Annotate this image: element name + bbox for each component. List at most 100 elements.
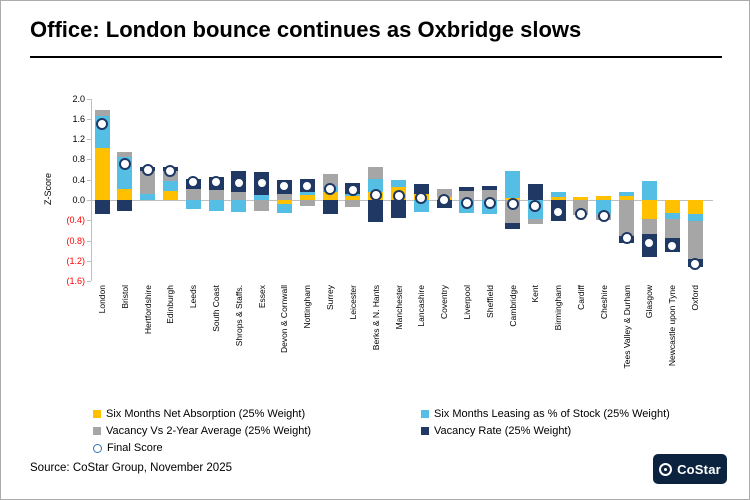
bar-segment — [185, 200, 201, 209]
legend-label: Six Months Net Absorption (25% Weight) — [106, 408, 306, 420]
final-score-marker — [643, 237, 656, 250]
bar-segment — [94, 147, 110, 200]
bar-segment — [413, 184, 429, 194]
source-note: Source: CoStar Group, November 2025 — [30, 462, 232, 474]
y-tick-label: 1.6 — [72, 113, 85, 124]
legend-swatch-icon — [93, 410, 101, 418]
final-score-marker — [255, 177, 268, 190]
category-label: Birmingham — [553, 285, 564, 331]
final-score-marker — [278, 179, 291, 192]
y-tick-label: 0.0 — [72, 195, 85, 205]
y-tick-label: (0.4) — [66, 215, 85, 226]
y-tick-mark — [87, 139, 91, 141]
legend-swatch-icon — [93, 427, 101, 435]
final-score-marker — [415, 191, 428, 204]
category-label: Oxford — [690, 285, 700, 311]
bar-segment — [436, 189, 452, 198]
final-score-marker — [552, 205, 565, 218]
legend-entry: Final Score — [93, 442, 163, 454]
y-tick-mark — [87, 240, 91, 242]
legend-entry: Vacancy Rate (25% Weight) — [421, 425, 571, 437]
legend-label: Vacancy Vs 2-Year Average (25% Weight) — [106, 425, 312, 437]
category-label: Nottingham — [302, 285, 313, 329]
final-score-marker — [666, 239, 679, 252]
legend-entry: Six Months Net Absorption (25% Weight) — [93, 408, 305, 420]
y-tick-mark — [87, 260, 91, 262]
category-label: Hertfordshire — [142, 285, 153, 335]
y-tick-mark — [87, 98, 91, 100]
bar-segment — [664, 213, 680, 220]
bar-segment — [299, 200, 315, 207]
final-score-marker — [187, 175, 200, 188]
bar-segment — [459, 190, 475, 200]
legend-entry: Vacancy Vs 2-Year Average (25% Weight) — [93, 425, 311, 437]
bar-segment — [117, 200, 133, 211]
bar-segment — [208, 200, 224, 211]
bar-segment — [140, 193, 156, 200]
bar-segment — [641, 200, 657, 220]
category-label: Leeds — [188, 285, 199, 309]
costar-logo-icon — [659, 462, 673, 476]
bar-segment — [550, 197, 566, 200]
bar-segment — [162, 190, 178, 200]
final-score-marker — [460, 196, 473, 209]
y-tick-mark — [87, 118, 91, 120]
legend-final-score-icon — [93, 443, 102, 453]
costar-logo: CoStar — [653, 454, 727, 484]
costar-logo-text: CoStar — [677, 461, 721, 477]
bar-segment — [527, 184, 543, 200]
bar-segment — [505, 171, 521, 199]
final-score-marker — [118, 158, 131, 171]
bar-segment — [391, 200, 406, 218]
bar-segment — [482, 185, 498, 191]
bar-segment — [162, 181, 178, 191]
category-label: London — [97, 285, 107, 314]
category-label: Coventry — [439, 285, 450, 320]
category-label: Bristol — [119, 285, 130, 309]
final-score-marker — [324, 183, 337, 196]
bar-segment — [550, 191, 566, 198]
bar-segment — [505, 222, 521, 229]
final-score-marker — [392, 189, 405, 202]
final-score-marker — [210, 176, 223, 189]
category-label: Kent — [530, 285, 541, 303]
y-tick-label: 0.8 — [72, 154, 85, 165]
final-score-marker — [597, 210, 610, 223]
category-label: South Coast — [211, 285, 222, 332]
category-label: Tees Valley & Durham — [621, 285, 632, 369]
category-label: Liverpool — [461, 285, 472, 320]
y-tick-mark — [87, 179, 91, 181]
category-label: Cheshire — [598, 285, 609, 320]
bar-segment — [527, 219, 543, 224]
z-score-stacked-bar-chart: Z-Score 2.0 1.6 1.2 0.8 0.4 0.0 (0.4) (0.8) (1.2)… — [1, 1, 749, 451]
bar-segment — [413, 200, 429, 212]
final-score-marker — [301, 180, 314, 193]
final-score-marker — [483, 197, 496, 210]
bar-segment — [459, 186, 475, 191]
y-tick-mark — [87, 200, 91, 201]
bar-segment — [596, 196, 612, 200]
bar-segment — [573, 196, 589, 200]
bar-segment — [368, 167, 384, 180]
category-label: Edinburgh — [165, 285, 176, 324]
bar-segment — [664, 219, 680, 238]
bar-segment — [664, 200, 680, 214]
final-score-marker — [689, 257, 701, 270]
bar-segment — [687, 200, 703, 215]
bar-segment — [117, 152, 133, 157]
final-score-marker — [232, 176, 245, 189]
final-score-marker — [96, 117, 108, 130]
bar-segment — [322, 200, 338, 215]
category-label: Lancashire — [416, 285, 427, 327]
final-score-marker — [438, 194, 451, 206]
page-title: Office: London bounce continues as Oxbri… — [30, 17, 582, 42]
bar-segment — [94, 200, 110, 214]
title-divider — [30, 56, 722, 58]
category-label: Surrey — [325, 285, 336, 311]
bar-segment — [687, 220, 703, 259]
bar-segment — [619, 200, 635, 237]
bar-segment — [254, 195, 270, 200]
bar-segment — [482, 190, 498, 200]
y-tick-label: 0.4 — [72, 174, 85, 185]
